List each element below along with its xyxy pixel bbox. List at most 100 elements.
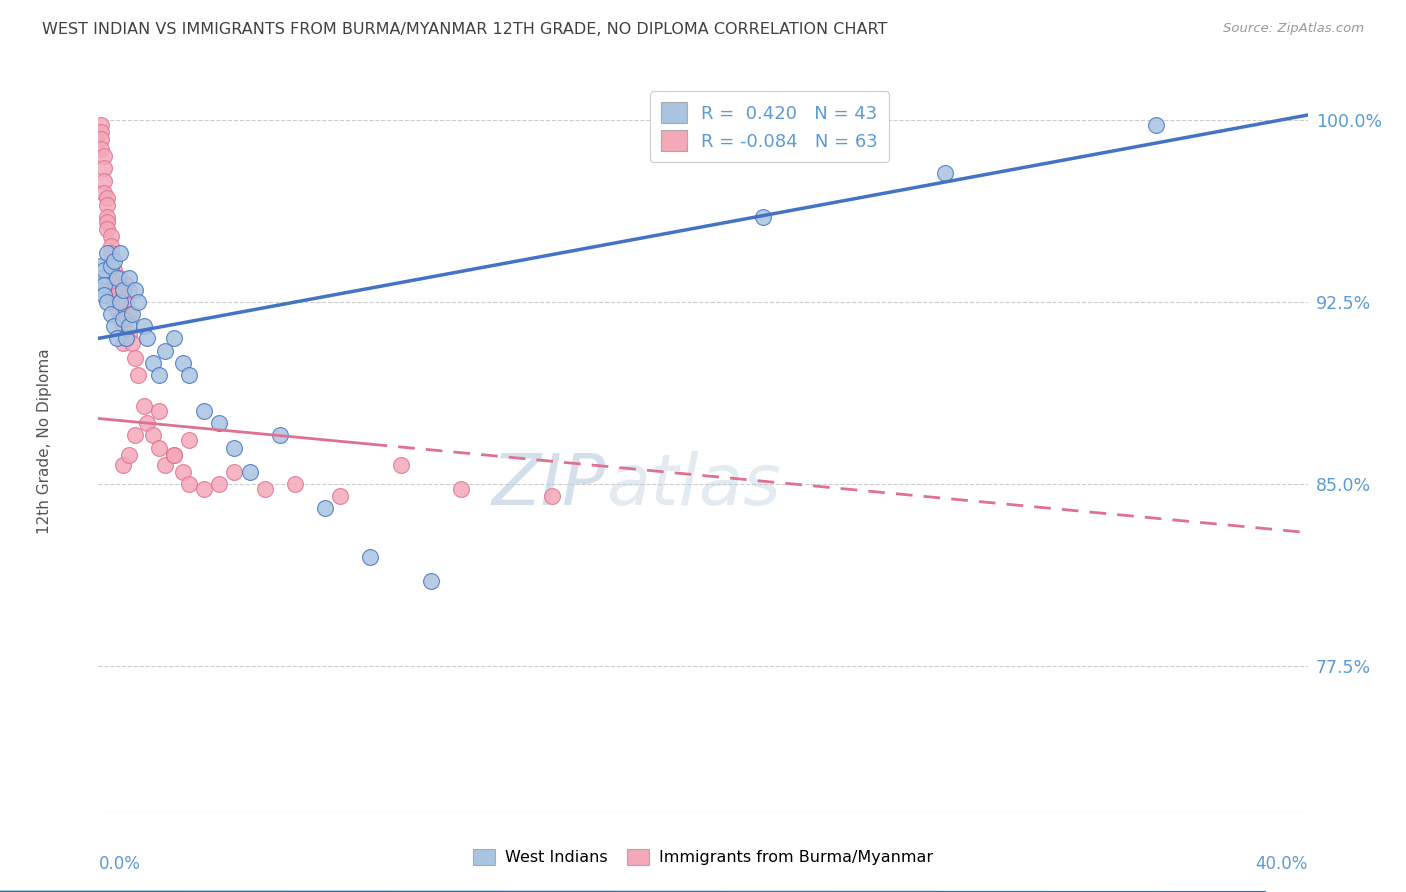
Point bbox=[172, 356, 194, 370]
Point bbox=[179, 368, 201, 382]
Point bbox=[163, 448, 186, 462]
Point bbox=[142, 356, 165, 370]
Point bbox=[96, 191, 118, 205]
Point bbox=[90, 270, 112, 285]
Point bbox=[314, 501, 336, 516]
Point bbox=[111, 283, 134, 297]
Point bbox=[108, 295, 131, 310]
Point bbox=[100, 259, 122, 273]
Point bbox=[93, 173, 115, 187]
Point bbox=[163, 448, 186, 462]
Point bbox=[284, 477, 307, 491]
Point bbox=[148, 368, 170, 382]
Point bbox=[93, 186, 115, 200]
Point bbox=[148, 441, 170, 455]
Text: 0.0%: 0.0% bbox=[98, 855, 141, 873]
Text: 40.0%: 40.0% bbox=[1256, 855, 1308, 873]
Point bbox=[752, 210, 775, 224]
Point bbox=[208, 417, 231, 431]
Point bbox=[148, 404, 170, 418]
Point bbox=[360, 549, 382, 564]
Point bbox=[114, 312, 136, 326]
Point bbox=[111, 458, 134, 472]
Point bbox=[105, 287, 128, 301]
Point bbox=[208, 477, 231, 491]
Point bbox=[114, 277, 136, 292]
Point bbox=[96, 246, 118, 260]
Point bbox=[111, 307, 134, 321]
Point bbox=[253, 482, 276, 496]
Point bbox=[934, 166, 956, 180]
Point bbox=[108, 295, 131, 310]
Point bbox=[96, 295, 118, 310]
Point bbox=[100, 246, 122, 260]
Point bbox=[90, 118, 112, 132]
Point bbox=[100, 307, 122, 321]
Point bbox=[100, 259, 122, 273]
Point bbox=[96, 210, 118, 224]
Point bbox=[105, 302, 128, 317]
Point bbox=[93, 263, 115, 277]
Point bbox=[103, 270, 125, 285]
Point bbox=[93, 161, 115, 176]
Point bbox=[105, 270, 128, 285]
Point bbox=[153, 458, 176, 472]
Point bbox=[1144, 118, 1167, 132]
Point bbox=[124, 351, 146, 365]
Point bbox=[100, 229, 122, 244]
Text: ZIP: ZIP bbox=[492, 451, 606, 520]
Point bbox=[96, 215, 118, 229]
Point bbox=[124, 283, 146, 297]
Point bbox=[153, 343, 176, 358]
Point bbox=[90, 283, 112, 297]
Point bbox=[239, 465, 262, 479]
Point bbox=[193, 482, 215, 496]
Point bbox=[127, 368, 149, 382]
Point bbox=[118, 326, 141, 341]
Point bbox=[224, 465, 246, 479]
Point bbox=[103, 263, 125, 277]
Point bbox=[114, 331, 136, 345]
Text: Source: ZipAtlas.com: Source: ZipAtlas.com bbox=[1223, 22, 1364, 36]
Point bbox=[111, 336, 134, 351]
Point bbox=[108, 312, 131, 326]
Point bbox=[103, 319, 125, 334]
Point bbox=[103, 283, 125, 297]
Point bbox=[90, 142, 112, 156]
Point bbox=[114, 295, 136, 310]
Text: 12th Grade, No Diploma: 12th Grade, No Diploma bbox=[37, 349, 52, 534]
Point bbox=[118, 283, 141, 297]
Point bbox=[135, 417, 157, 431]
Point bbox=[103, 253, 125, 268]
Legend: R =  0.420   N = 43, R = -0.084   N = 63: R = 0.420 N = 43, R = -0.084 N = 63 bbox=[651, 92, 889, 162]
Point bbox=[163, 331, 186, 345]
Text: WEST INDIAN VS IMMIGRANTS FROM BURMA/MYANMAR 12TH GRADE, NO DIPLOMA CORRELATION : WEST INDIAN VS IMMIGRANTS FROM BURMA/MYA… bbox=[42, 22, 887, 37]
Point bbox=[121, 307, 143, 321]
Point bbox=[96, 222, 118, 236]
Point bbox=[127, 295, 149, 310]
Point bbox=[450, 482, 472, 496]
Point bbox=[172, 465, 194, 479]
Point bbox=[118, 448, 141, 462]
Point bbox=[121, 336, 143, 351]
Point bbox=[540, 489, 562, 503]
Point bbox=[389, 458, 412, 472]
Point bbox=[132, 319, 155, 334]
Point bbox=[118, 319, 141, 334]
Point bbox=[179, 477, 201, 491]
Point bbox=[111, 283, 134, 297]
Point bbox=[108, 246, 131, 260]
Point bbox=[108, 270, 131, 285]
Point bbox=[118, 307, 141, 321]
Legend: West Indians, Immigrants from Burma/Myanmar: West Indians, Immigrants from Burma/Myan… bbox=[465, 841, 941, 873]
Point bbox=[420, 574, 443, 588]
Point bbox=[118, 270, 141, 285]
Point bbox=[90, 259, 112, 273]
Point bbox=[111, 312, 134, 326]
Point bbox=[329, 489, 352, 503]
Point bbox=[100, 239, 122, 253]
Point bbox=[179, 434, 201, 448]
Point bbox=[105, 277, 128, 292]
Point bbox=[93, 149, 115, 163]
Point bbox=[103, 295, 125, 310]
